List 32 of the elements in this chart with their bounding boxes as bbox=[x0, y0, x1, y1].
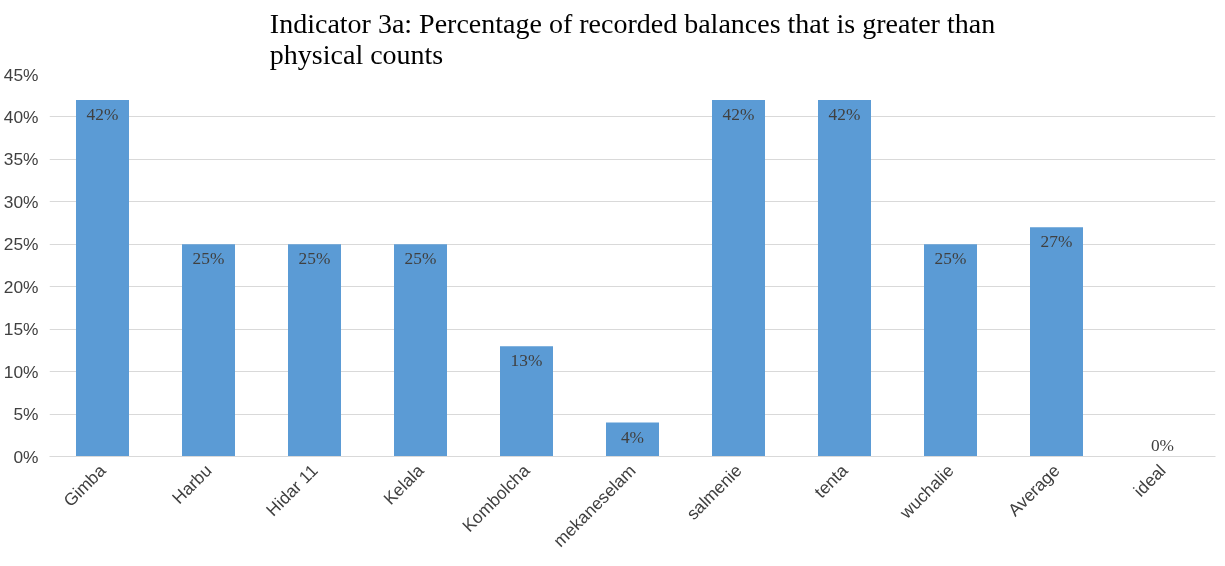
y-tick-label: 15% bbox=[3, 319, 39, 340]
data-label: 42% bbox=[722, 105, 755, 125]
bar bbox=[818, 99, 871, 457]
bar bbox=[1030, 227, 1083, 457]
bar bbox=[500, 346, 553, 457]
y-tick-label: 5% bbox=[13, 404, 39, 425]
y-tick-label: 35% bbox=[3, 149, 39, 170]
y-tick-label: 45% bbox=[3, 64, 39, 85]
y-tick-label: 20% bbox=[3, 276, 39, 297]
bar bbox=[606, 422, 659, 457]
y-tick-label: 0% bbox=[13, 446, 39, 467]
data-label: 25% bbox=[192, 249, 225, 269]
data-label: 0% bbox=[1150, 436, 1175, 456]
data-label: 25% bbox=[934, 249, 967, 269]
data-label: 42% bbox=[828, 105, 861, 125]
y-tick-label: 10% bbox=[3, 361, 39, 382]
y-tick-label: 40% bbox=[3, 106, 39, 127]
bar bbox=[712, 99, 765, 457]
bar bbox=[924, 244, 977, 457]
bar bbox=[288, 244, 341, 457]
data-label: 4% bbox=[620, 427, 645, 447]
y-tick-label: 30% bbox=[3, 191, 39, 212]
data-label: 42% bbox=[86, 105, 119, 125]
data-label: 25% bbox=[298, 249, 331, 269]
chart-title: Indicator 3a: Percentage of recorded balances that is greater than physical counts bbox=[269, 7, 996, 70]
data-label: 27% bbox=[1040, 232, 1073, 252]
y-tick-label: 25% bbox=[3, 234, 39, 255]
data-label: 13% bbox=[510, 351, 543, 371]
bar bbox=[182, 244, 235, 457]
data-label: 25% bbox=[404, 249, 437, 269]
bar bbox=[76, 99, 129, 457]
bar bbox=[394, 244, 447, 457]
